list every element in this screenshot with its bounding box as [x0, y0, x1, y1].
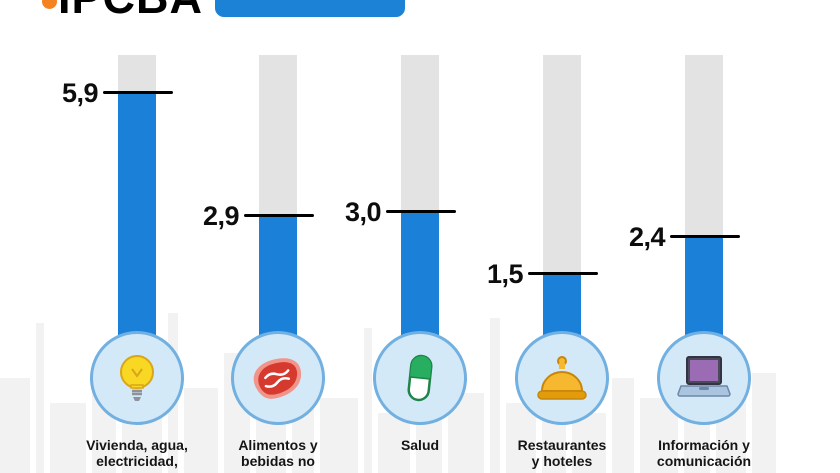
skyline-building [506, 403, 536, 473]
bar-fill [259, 216, 297, 335]
value-label: 1,5 [486, 258, 524, 289]
category-icon-circle [373, 331, 467, 425]
header-badge [215, 0, 405, 17]
lightbulb-icon [120, 355, 154, 401]
value-marker-line [528, 271, 598, 275]
bar-group-informacion: 2,4 Información y comunicación [629, 0, 779, 473]
skyline-building [36, 323, 44, 473]
skyline-building [572, 413, 606, 473]
category-label: Información y comunicación [656, 437, 752, 469]
skyline-building [364, 328, 372, 473]
value-label: 3,0 [344, 197, 382, 227]
bar-group-vivienda: 5,9 Vivienda, agua, electricidad, [62, 0, 212, 473]
bar-group-restaurantes: 1,5 Restaurantes y hoteles [487, 0, 637, 473]
skyline-building [184, 388, 218, 473]
skyline-building [320, 398, 358, 473]
skyline-building [0, 378, 30, 473]
logo-ipcba: IPCBA [58, 0, 203, 24]
skyline-building [50, 403, 86, 473]
bar-fill [401, 212, 439, 335]
value-label: 5,9 [61, 78, 99, 109]
value-label: 2,9 [202, 201, 240, 232]
category-icon-circle [231, 331, 325, 425]
bar-fill [118, 93, 156, 335]
category-icon-circle [657, 331, 751, 425]
bar-group-alimentos: 2,9 Alimentos y bebidas no [203, 0, 353, 473]
value-marker-line [244, 214, 314, 218]
value-marker-line [103, 91, 173, 95]
steak-icon [253, 358, 302, 399]
skyline-building [122, 418, 162, 473]
bar-fill [543, 273, 581, 335]
category-label: Vivienda, agua, electricidad, [86, 437, 188, 469]
skyline-building [490, 318, 500, 473]
bar-group-salud: 3,0 Salud [345, 0, 495, 473]
category-label: Alimentos y bebidas no [238, 437, 318, 469]
laptop-icon [677, 356, 731, 397]
skyline-building [612, 378, 634, 473]
bell-icon [537, 356, 587, 400]
skyline-building [378, 413, 410, 473]
value-marker-line [670, 234, 740, 238]
category-icon-circle [90, 331, 184, 425]
value-marker-line [386, 210, 456, 213]
category-label: Restaurantes y hoteles [517, 437, 607, 469]
skyline-building [752, 373, 776, 473]
pill-icon [407, 354, 433, 402]
category-label: Salud [400, 437, 440, 453]
category-icon-circle [515, 331, 609, 425]
value-label: 2,4 [628, 221, 666, 252]
flame-dot-icon [42, 0, 57, 9]
bar-fill [685, 236, 723, 335]
